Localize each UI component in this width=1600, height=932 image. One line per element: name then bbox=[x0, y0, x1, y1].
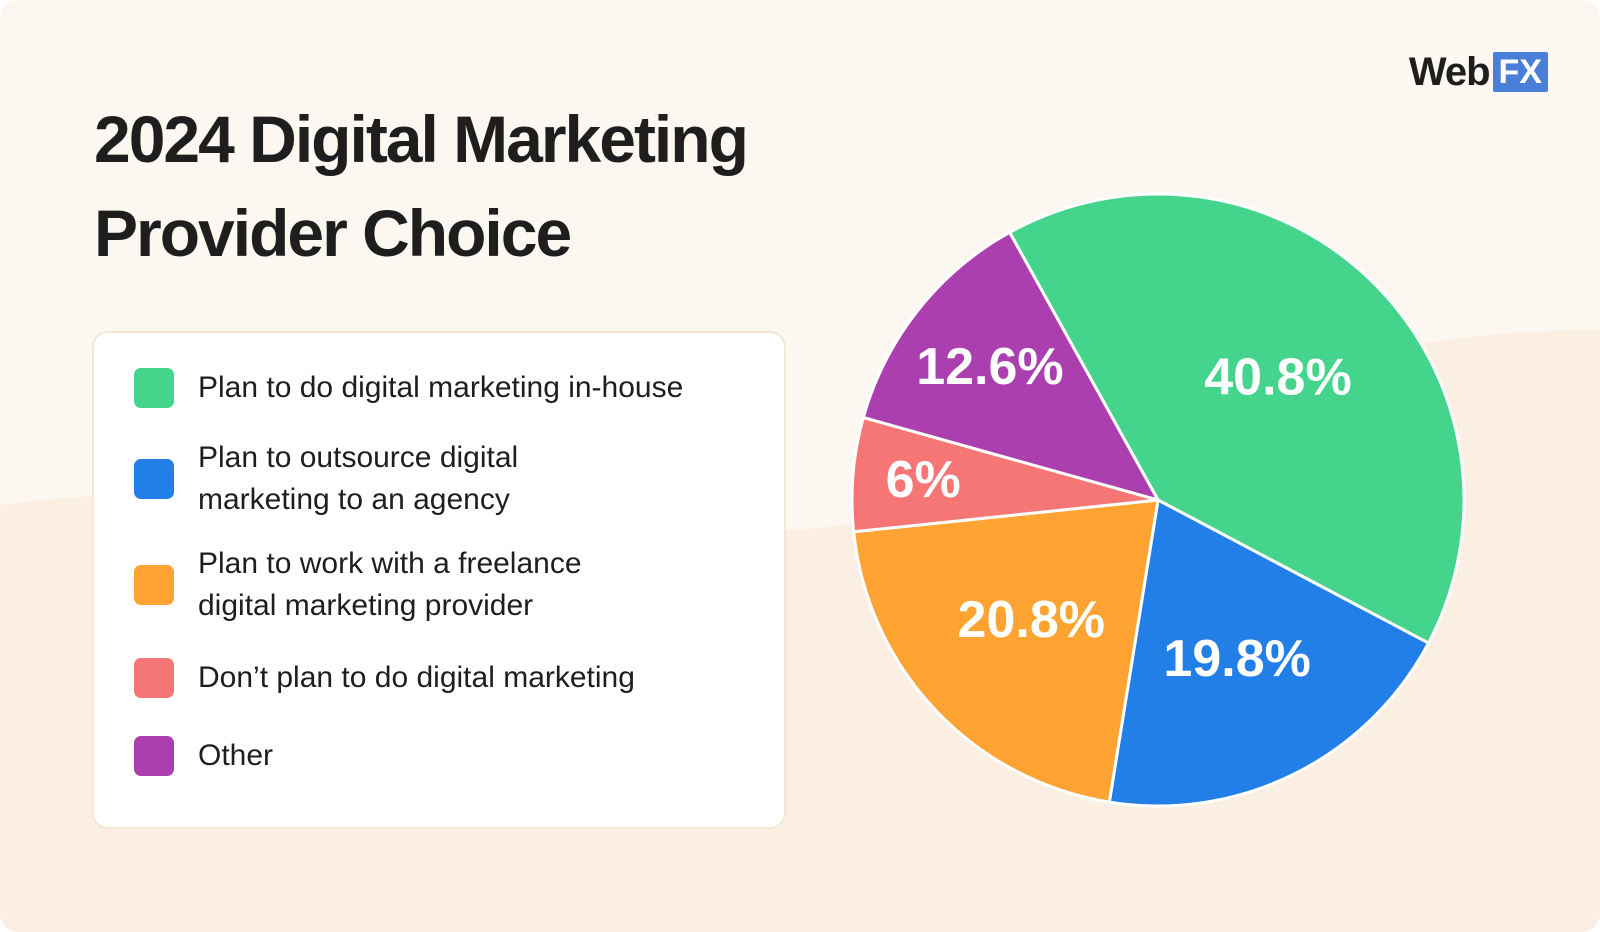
chart-legend: Plan to do digital marketing in-house Pl… bbox=[92, 331, 786, 829]
pie-label-freelance: 20.8% bbox=[958, 591, 1105, 649]
legend-swatch bbox=[134, 459, 174, 499]
legend-swatch bbox=[134, 736, 174, 776]
legend-item-other: Other bbox=[134, 735, 758, 777]
legend-swatch bbox=[134, 658, 174, 698]
pie-label-other: 12.6% bbox=[916, 338, 1063, 396]
pie-label-in-house: 40.8% bbox=[1204, 349, 1351, 407]
pie-slice-agency bbox=[1107, 498, 1430, 808]
legend-swatch bbox=[134, 565, 174, 605]
logo-text: Web bbox=[1408, 50, 1491, 94]
pie-slice-freelance bbox=[852, 498, 1160, 804]
legend-label: Other bbox=[198, 739, 274, 772]
legend-label: Plan to do digital marketing in-house bbox=[198, 371, 684, 404]
legend-label: Plan to work with a freelance digital ma… bbox=[198, 547, 582, 622]
pie-slice-other bbox=[861, 230, 1160, 502]
legend-label: Don’t plan to do digital marketing bbox=[198, 661, 635, 694]
pie-slice-in-house bbox=[1008, 192, 1466, 645]
legend-swatch bbox=[134, 368, 174, 408]
logo-badge: FX bbox=[1492, 52, 1548, 92]
legend-item-in-house: Plan to do digital marketing in-house bbox=[134, 367, 758, 409]
legend-item-freelance: Plan to work with a freelance digital ma… bbox=[134, 543, 638, 627]
legend-item-no-marketing: Don’t plan to do digital marketing bbox=[134, 657, 758, 699]
pie-label-no-marketing: 6% bbox=[886, 451, 961, 509]
title-line-1: 2024 Digital Marketing bbox=[94, 102, 749, 176]
legend-label: Plan to outsource digital marketing to a… bbox=[198, 441, 519, 516]
legend-item-agency: Plan to outsource digital marketing to a… bbox=[134, 437, 578, 521]
webfx-logo: Web FX bbox=[1409, 52, 1548, 92]
title-line-2: Provider Choice bbox=[94, 196, 572, 270]
pie-label-agency: 19.8% bbox=[1163, 630, 1310, 688]
pie-chart: 40.8% 19.8% 20.8% 6% 12.6% bbox=[850, 192, 1466, 808]
page-title: 2024 Digital Marketing Provider Choice bbox=[94, 92, 749, 280]
